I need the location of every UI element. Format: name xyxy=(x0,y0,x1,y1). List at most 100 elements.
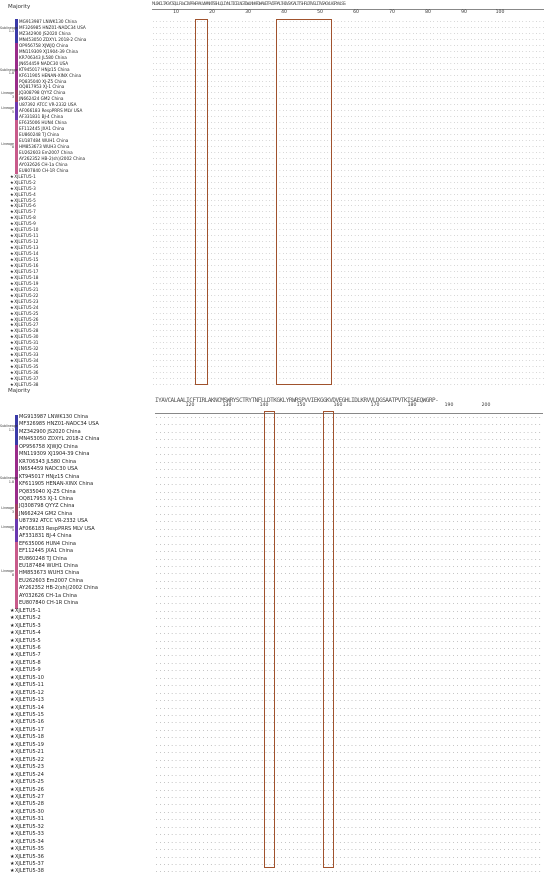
sequence-name: AF066183 RespPRRS MLV USA xyxy=(19,108,82,113)
sequence-name: AY262352 HB-2(sh)/2002 China xyxy=(19,156,85,161)
sequence-label: XJLETU5-27 xyxy=(14,322,39,328)
star-icon: ★ xyxy=(10,816,15,823)
identity-dots-row: ........................................… xyxy=(155,436,543,443)
sequence-name: ★XJLETU5-8 xyxy=(10,215,36,220)
identity-dots-row: ........................................… xyxy=(155,585,543,592)
identity-dots-row: ........................................… xyxy=(152,220,544,226)
identity-dots-row: ........................................… xyxy=(152,279,544,285)
sequence-label: EU262603 Em2007 China xyxy=(19,149,73,155)
sequence-label: MF326985 HNZ01-NADC34 USA xyxy=(19,24,86,30)
star-icon: ★ xyxy=(10,268,14,274)
identity-dots-row: ........................................… xyxy=(155,600,543,607)
star-icon: ★ xyxy=(10,682,15,689)
lineage-group-label: Lineage 5 xyxy=(1,524,14,533)
identity-dots-row: ........................................… xyxy=(155,838,543,845)
sequence-name: EU807840 CH-1R China xyxy=(19,168,68,173)
sequence-name: ★XJLETU5-38 xyxy=(10,869,44,874)
sequence-name: EU860248 TJ China xyxy=(19,556,67,562)
sequence-label: XJLETU5-16 xyxy=(14,719,44,726)
position-tick-label: 30 xyxy=(245,9,251,15)
identity-dots-row: ........................................… xyxy=(152,315,544,321)
sequence-label: KT945017 HNjz15 China xyxy=(19,66,70,72)
identity-dots-row: ........................................… xyxy=(152,29,544,35)
sequence-name: ★XJLETU5-23 xyxy=(10,765,44,770)
identity-dots-row: ........................................… xyxy=(152,172,544,178)
sequence-label: XJLETU5-7 xyxy=(14,652,41,659)
sequence-label: AY032626 CH-1a China xyxy=(19,161,68,167)
sequence-name: ★XJLETU5-19 xyxy=(10,281,38,286)
lineage-group-label: Lineage 5 xyxy=(1,106,14,114)
sequence-name: PQ835040 XJ-Z5 China xyxy=(19,79,66,84)
sequence-label: XJLETU5-6 xyxy=(14,203,36,209)
sequence-label: XJLETU5-30 xyxy=(14,334,39,340)
position-tick-label: 160 xyxy=(333,403,343,408)
sequence-name: HM853673 WUH3 China xyxy=(19,571,79,576)
sequence-label: MG913987 LNWK130 China xyxy=(19,414,89,420)
sequence-label: XJLETU5-3 xyxy=(14,622,41,629)
sequence-label: XJLETU5-4 xyxy=(14,191,36,197)
star-icon: ★ xyxy=(10,316,14,322)
lineage-group-bar xyxy=(15,90,18,103)
sequence-name: ★XJLETU5-26 xyxy=(10,317,38,322)
star-icon: ★ xyxy=(10,719,15,726)
identity-dots-row: ........................................… xyxy=(152,357,544,363)
star-icon: ★ xyxy=(10,370,14,376)
identity-dots-row: ........................................… xyxy=(155,764,543,771)
identity-dots-row: ........................................… xyxy=(152,250,544,256)
identity-dots-row: ........................................… xyxy=(155,726,543,733)
sequence-name: ★XJLETU5-15 xyxy=(10,257,38,262)
lineage-group-bar xyxy=(15,541,18,609)
sequence-label: XJLETU5-19 xyxy=(14,741,44,748)
sequence-label: XJLETU5-23 xyxy=(14,764,44,771)
identity-dots-row: ........................................… xyxy=(155,704,543,711)
sequence-label: XJLETU5-12 xyxy=(14,239,39,245)
star-icon: ★ xyxy=(10,622,15,629)
star-icon: ★ xyxy=(10,786,15,793)
identity-dots-row: ........................................… xyxy=(152,18,544,23)
identity-dots-row: ........................................… xyxy=(152,339,544,345)
sequence-name: ★XJLETU5-11 xyxy=(10,233,38,238)
sequence-label: OQ817953 XJ-1 China xyxy=(19,495,74,502)
sequence-name: ★XJLETU5-27 xyxy=(10,322,38,327)
position-tick-label: 150 xyxy=(296,403,306,408)
star-icon: ★ xyxy=(10,667,15,674)
sequence-name: EF635006 HUN4 China xyxy=(19,120,67,125)
sequence-label: XJLETU5-31 xyxy=(14,816,44,823)
sequence-label: XJLETU5-7 xyxy=(14,209,36,215)
sequence-label: XJLETU5-26 xyxy=(14,786,44,793)
sequence-label: JN654459 NADC30 USA xyxy=(19,466,78,473)
star-icon: ★ xyxy=(10,838,15,845)
identity-dots-row: ........................................… xyxy=(152,71,544,77)
sequence-label: MF326985 HNZ01-NADC34 USA xyxy=(19,421,99,428)
sequence-name: ★XJLETU5-1 xyxy=(10,608,41,614)
sequence-name: MF326985 HNZ01-NADC34 USA xyxy=(19,25,86,30)
sequence-name: ★XJLETU5-2 xyxy=(10,180,36,185)
star-icon: ★ xyxy=(10,298,14,304)
star-icon: ★ xyxy=(10,221,14,227)
sequence-name: MG913987 LNWK130 China xyxy=(19,415,88,420)
sequence-label: XJLETU5-10 xyxy=(14,674,44,681)
sequence-name: ★XJLETU5-25 xyxy=(10,780,44,785)
sequence-name: MZ342900 JS2020 China xyxy=(19,31,71,36)
sequence-label: OQ817953 XJ-1 China xyxy=(19,84,65,90)
sequence-label: OP956758 XJWJQ China xyxy=(19,42,69,48)
identity-dots-row: ........................................… xyxy=(152,202,544,208)
identity-dots-row: ........................................… xyxy=(155,555,543,562)
sequence-name: ★XJLETU5-24 xyxy=(10,305,38,310)
identity-dots-row: ........................................… xyxy=(155,518,543,525)
identity-dots-row: ........................................… xyxy=(152,154,544,160)
star-icon: ★ xyxy=(10,358,14,364)
sequence-name: ★XJLETU5-1 xyxy=(10,174,36,179)
identity-dots-row: ........................................… xyxy=(155,607,543,614)
lineage-group-label: Sublineage 1.1 xyxy=(0,25,18,34)
sequence-name: KF611905 HENAN-XINX China xyxy=(19,73,81,78)
sequence-name: MN453050 ZDXYL 2018-2 China xyxy=(19,437,99,442)
sequence-label: XJLETU5-32 xyxy=(14,346,39,352)
position-tick-label: 20 xyxy=(209,9,215,15)
sequence-label: PQ835040 XJ-Z5 China xyxy=(19,78,67,84)
identity-dots-row: ........................................… xyxy=(152,107,544,113)
sequence-label: EU187484 WUH1 China xyxy=(19,563,78,569)
identity-dots-row: ........................................… xyxy=(155,868,543,875)
identity-dots-row: ........................................… xyxy=(155,779,543,786)
star-icon: ★ xyxy=(10,215,14,221)
